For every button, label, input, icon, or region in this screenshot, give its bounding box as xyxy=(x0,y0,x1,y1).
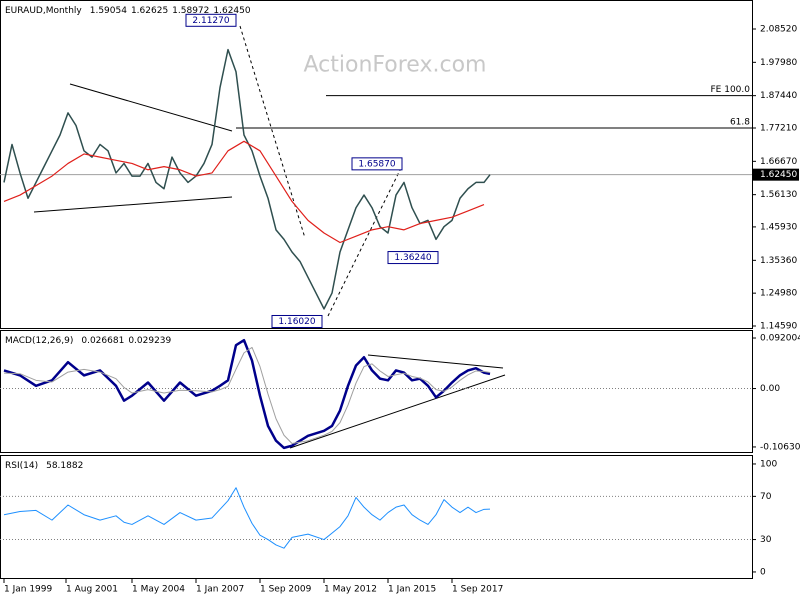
x-tick-label: 1 Sep 2009 xyxy=(260,585,312,595)
title-value: 1.58972 xyxy=(172,6,209,16)
panel-title: RSI(14) 58.1882 xyxy=(5,461,83,471)
y-tick-label: 1.97980 xyxy=(760,58,797,68)
x-tick-label: 1 Aug 2001 xyxy=(66,585,118,595)
annotation-label: 1.36240 xyxy=(394,253,431,263)
title-value: 0.026681 xyxy=(81,336,124,346)
trendline xyxy=(69,83,233,132)
y-tick-label: 30 xyxy=(760,535,772,545)
y-tick-label: 0.00 xyxy=(760,384,780,394)
y-tick-label: 70 xyxy=(760,492,772,502)
annotation: 2.11270 xyxy=(185,13,237,27)
rsi-panel xyxy=(0,455,753,579)
title-value: 0.029239 xyxy=(128,336,171,346)
y-tick-label: 1.45930 xyxy=(760,222,797,232)
x-tick-label: 1 May 2004 xyxy=(132,585,185,595)
series-line xyxy=(3,346,491,444)
title-value: 1.62625 xyxy=(131,6,168,16)
panel-title: MACD(12,26,9) 0.026681 0.029239 xyxy=(5,336,172,346)
price-panel xyxy=(0,0,753,329)
trendline xyxy=(33,196,233,213)
annotation: 1.36240 xyxy=(387,251,439,265)
annotation-box xyxy=(351,157,403,171)
x-tick-label: 1 Sep 2017 xyxy=(452,585,503,595)
trendline xyxy=(327,165,403,317)
trendline xyxy=(289,374,506,449)
annotation: 1.65870 xyxy=(351,157,403,171)
y-tick-label: 100 xyxy=(760,459,777,469)
level-label: 61.8 xyxy=(730,118,750,128)
y-tick-label: 1.66670 xyxy=(760,157,797,167)
annotation-box xyxy=(271,314,323,328)
y-tick-label: 0 xyxy=(760,567,766,577)
current-price-box xyxy=(753,168,799,181)
series-line xyxy=(3,140,485,244)
annotation: 1.16020 xyxy=(271,314,323,328)
annotation-box xyxy=(185,13,237,27)
y-tick-label: 1.77210 xyxy=(760,124,797,134)
x-tick-label: 1 Jan 2007 xyxy=(196,585,244,595)
level-label: FE 100.0 xyxy=(711,85,751,95)
title-text: RSI(14) xyxy=(5,461,38,471)
title-text: EURAUD,Monthly xyxy=(5,6,82,16)
y-tick-label: 2.08520 xyxy=(760,24,797,34)
y-tick-label: 1.14590 xyxy=(760,322,797,332)
trendline xyxy=(367,354,504,369)
trendline xyxy=(239,25,306,239)
y-tick-label: 1.24980 xyxy=(760,289,797,299)
macd-panel xyxy=(0,330,753,453)
watermark: ActionForex.com xyxy=(304,53,487,78)
x-tick-label: 1 Jan 2015 xyxy=(388,585,436,595)
y-tick-label: -0.106308 xyxy=(760,442,800,452)
y-tick-label: 0.092004 xyxy=(760,334,800,344)
y-tick-label: 1.35360 xyxy=(760,256,797,266)
annotation-box xyxy=(387,251,439,265)
y-tick-label: 1.87440 xyxy=(760,91,797,101)
title-text: MACD(12,26,9) xyxy=(5,336,73,346)
x-tick-label: 1 May 2012 xyxy=(324,585,377,595)
y-tick-label: 1.56130 xyxy=(760,190,797,200)
title-value: 58.1882 xyxy=(46,461,83,471)
current-price-label: 1.62450 xyxy=(760,170,797,180)
series-line xyxy=(3,487,491,549)
annotation-label: 1.16020 xyxy=(278,317,315,327)
series-line xyxy=(3,338,491,450)
x-tick-label: 1 Jan 1999 xyxy=(4,585,52,595)
annotation-label: 1.65870 xyxy=(358,159,395,169)
panel-title: EURAUD,Monthly 1.59054 1.62625 1.58972 1.624… xyxy=(5,6,251,16)
title-value: 1.62450 xyxy=(213,6,250,16)
title-value: 1.59054 xyxy=(90,6,127,16)
trendlines xyxy=(33,25,506,449)
annotation-label: 2.11270 xyxy=(192,16,229,26)
series-line xyxy=(3,48,491,310)
